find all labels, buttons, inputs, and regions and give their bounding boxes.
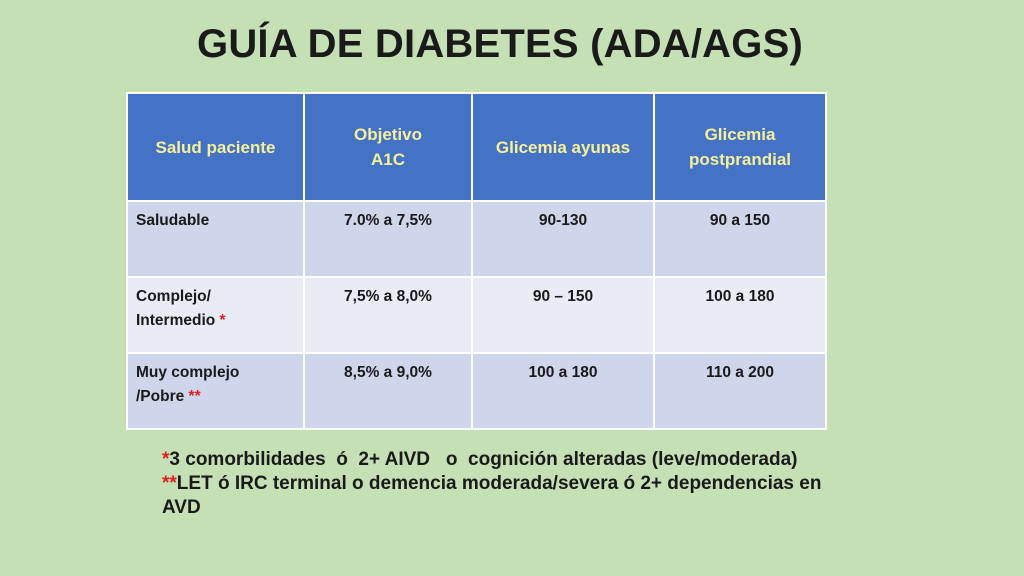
footnote: **LET ó IRC terminal o demencia moderada… — [162, 473, 822, 518]
table-row: Muy complejo /Pobre ** 8,5% a 9,0% 100 a… — [126, 352, 827, 430]
footnote: *3 comorbilidades ó 2+ AIVD o cognición … — [162, 449, 798, 470]
marker-asterisk: * — [162, 449, 170, 470]
header-a1c: Objetivo A1C — [303, 92, 473, 202]
slide-title: GUÍA DE DIABETES (ADA/AGS) — [197, 22, 803, 66]
marker-asterisk: ** — [188, 388, 201, 405]
header-postprandial: Glicemia postprandial — [653, 92, 827, 202]
marker-asterisk: * — [219, 312, 226, 329]
cell-fasting: 90-130 — [471, 200, 655, 278]
cell-a1c: 7.0% a 7,5% — [303, 200, 473, 278]
cell-health: Saludable — [126, 200, 305, 278]
table-header-row: Salud paciente Objetivo A1C Glicemia ayu… — [126, 92, 827, 202]
footnotes: *3 comorbilidades ó 2+ AIVD o cognición … — [162, 448, 822, 520]
cell-postprandial: 90 a 150 — [653, 200, 827, 278]
table-row: Complejo/ Intermedio * 7,5% a 8,0% 90 – … — [126, 276, 827, 354]
diabetes-guide-table: Salud paciente Objetivo A1C Glicemia ayu… — [126, 92, 827, 430]
table-row: Saludable 7.0% a 7,5% 90-130 90 a 150 — [126, 200, 827, 278]
header-health: Salud paciente — [126, 92, 305, 202]
cell-fasting: 100 a 180 — [471, 352, 655, 430]
cell-health: Complejo/ Intermedio * — [126, 276, 305, 354]
marker-asterisk: ** — [162, 473, 177, 494]
cell-a1c: 7,5% a 8,0% — [303, 276, 473, 354]
cell-postprandial: 110 a 200 — [653, 352, 827, 430]
cell-health: Muy complejo /Pobre ** — [126, 352, 305, 430]
cell-fasting: 90 – 150 — [471, 276, 655, 354]
header-fasting: Glicemia ayunas — [471, 92, 655, 202]
cell-a1c: 8,5% a 9,0% — [303, 352, 473, 430]
cell-postprandial: 100 a 180 — [653, 276, 827, 354]
